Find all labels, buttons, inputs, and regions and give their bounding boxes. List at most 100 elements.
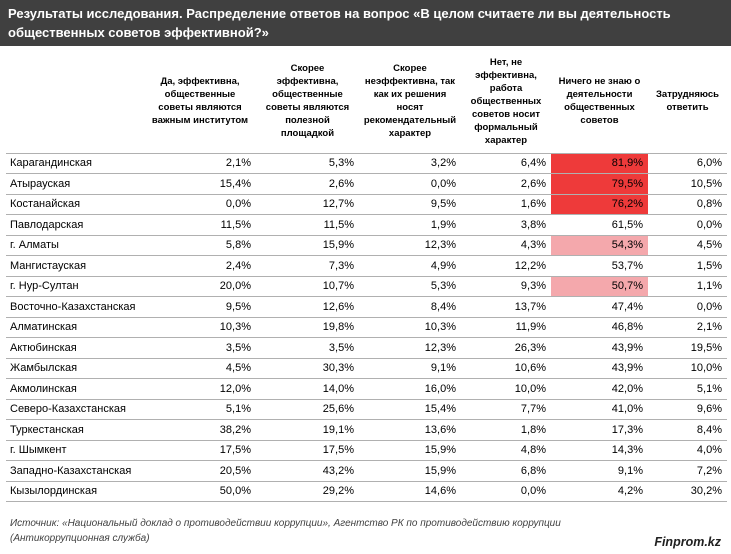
- value-cell: 5,3%: [256, 153, 359, 174]
- value-cell: 30,3%: [256, 358, 359, 379]
- value-cell: 46,8%: [551, 317, 648, 338]
- value-cell: 7,2%: [648, 460, 727, 482]
- value-cell: 13,7%: [461, 296, 551, 318]
- value-cell: 12,2%: [461, 255, 551, 277]
- region-name: Кызылординская: [6, 481, 144, 502]
- value-cell: 12,3%: [359, 337, 461, 359]
- value-cell: 5,8%: [144, 235, 256, 256]
- table-row: Алматинская 10,3% 19,8% 10,3% 11,9% 46,8% 2,1%: [6, 317, 727, 338]
- value-cell: 19,5%: [648, 337, 727, 359]
- value-cell: 12,6%: [256, 296, 359, 318]
- value-cell: 8,4%: [359, 296, 461, 318]
- table-row: Кызылординская 50,0% 29,2% 14,6% 0,0% 4,2% 30,…: [6, 481, 727, 502]
- value-cell: 30,2%: [648, 481, 727, 502]
- region-name: Северо-Казахстанская: [6, 399, 144, 420]
- value-cell: 9,1%: [551, 460, 648, 482]
- value-cell: 4,5%: [648, 235, 727, 256]
- region-name: Жамбылская: [6, 358, 144, 379]
- column-header: [6, 50, 144, 154]
- value-cell: 10,3%: [144, 317, 256, 338]
- value-cell: 25,6%: [256, 399, 359, 420]
- value-cell: 0,0%: [648, 296, 727, 318]
- brand-logo: Finprom.kz: [654, 535, 721, 549]
- table-body: Карагандинская 2,1% 5,3% 3,2% 6,4% 81,9% 6,0% А…: [6, 153, 727, 502]
- region-name: г. Нур-Султан: [6, 276, 144, 297]
- table-row: Атырауская 15,4% 2,6% 0,0% 2,6% 79,5% 10,5%: [6, 173, 727, 195]
- results-table: Да, эффективна, общественные советы явля…: [6, 50, 727, 502]
- value-cell: 2,4%: [144, 255, 256, 277]
- value-cell: 7,7%: [461, 399, 551, 420]
- table-row: г. Алматы 5,8% 15,9% 12,3% 4,3% 54,3% 4,5%: [6, 235, 727, 256]
- table-row: Костанайская 0,0% 12,7% 9,5% 1,6% 76,2% 0,8%: [6, 194, 727, 215]
- value-cell: 11,5%: [256, 214, 359, 236]
- value-cell: 38,2%: [144, 419, 256, 441]
- value-cell: 14,3%: [551, 440, 648, 461]
- table-row: Восточно-Казахстанская 9,5% 12,6% 8,4% 13,7%…: [6, 296, 727, 318]
- value-cell: 43,2%: [256, 460, 359, 482]
- value-cell: 43,9%: [551, 337, 648, 359]
- table-row: Акмолинская 12,0% 14,0% 16,0% 10,0% 42,0% 5,1%: [6, 378, 727, 400]
- value-cell: 76,2%: [551, 194, 648, 215]
- value-cell: 2,6%: [461, 173, 551, 195]
- value-cell: 19,8%: [256, 317, 359, 338]
- value-cell: 10,5%: [648, 173, 727, 195]
- value-cell: 19,1%: [256, 419, 359, 441]
- region-name: Акмолинская: [6, 378, 144, 400]
- region-name: Мангистауская: [6, 255, 144, 277]
- region-name: Алматинская: [6, 317, 144, 338]
- value-cell: 1,1%: [648, 276, 727, 297]
- value-cell: 11,9%: [461, 317, 551, 338]
- region-name: Восточно-Казахстанская: [6, 296, 144, 318]
- value-cell: 9,6%: [648, 399, 727, 420]
- column-header: Затрудняюсь ответить: [648, 50, 727, 154]
- table-row: Мангистауская 2,4% 7,3% 4,9% 12,2% 53,7% 1,5%: [6, 255, 727, 277]
- value-cell: 6,4%: [461, 153, 551, 174]
- value-cell: 54,3%: [551, 235, 648, 256]
- value-cell: 47,4%: [551, 296, 648, 318]
- value-cell: 17,5%: [144, 440, 256, 461]
- value-cell: 4,3%: [461, 235, 551, 256]
- table-header-row: Да, эффективна, общественные советы явля…: [6, 50, 727, 154]
- value-cell: 15,9%: [256, 235, 359, 256]
- value-cell: 81,9%: [551, 153, 648, 174]
- value-cell: 13,6%: [359, 419, 461, 441]
- value-cell: 6,0%: [648, 153, 727, 174]
- table-row: Павлодарская 11,5% 11,5% 1,9% 3,8% 61,5% 0,0%: [6, 214, 727, 236]
- region-name: Туркестанская: [6, 419, 144, 441]
- value-cell: 12,0%: [144, 378, 256, 400]
- value-cell: 5,1%: [648, 378, 727, 400]
- value-cell: 17,5%: [256, 440, 359, 461]
- table-row: Туркестанская 38,2% 19,1% 13,6% 1,8% 17,3% 8,4…: [6, 419, 727, 441]
- value-cell: 3,5%: [144, 337, 256, 359]
- value-cell: 0,0%: [461, 481, 551, 502]
- column-header: Скорее эффективна, общественные советы я…: [256, 50, 359, 154]
- region-name: Павлодарская: [6, 214, 144, 236]
- value-cell: 5,3%: [359, 276, 461, 297]
- value-cell: 16,0%: [359, 378, 461, 400]
- value-cell: 6,8%: [461, 460, 551, 482]
- value-cell: 10,6%: [461, 358, 551, 379]
- value-cell: 4,8%: [461, 440, 551, 461]
- value-cell: 9,3%: [461, 276, 551, 297]
- value-cell: 2,6%: [256, 173, 359, 195]
- value-cell: 61,5%: [551, 214, 648, 236]
- value-cell: 12,7%: [256, 194, 359, 215]
- table-row: г. Шымкент 17,5% 17,5% 15,9% 4,8% 14,3% 4,0%: [6, 440, 727, 461]
- value-cell: 20,5%: [144, 460, 256, 482]
- source-note: Источник: «Национальный доклад о противо…: [10, 518, 561, 544]
- region-name: Костанайская: [6, 194, 144, 215]
- column-header: Да, эффективна, общественные советы явля…: [144, 50, 256, 154]
- value-cell: 14,0%: [256, 378, 359, 400]
- value-cell: 0,0%: [144, 194, 256, 215]
- value-cell: 15,4%: [359, 399, 461, 420]
- value-cell: 4,9%: [359, 255, 461, 277]
- value-cell: 12,3%: [359, 235, 461, 256]
- value-cell: 17,3%: [551, 419, 648, 441]
- value-cell: 15,9%: [359, 460, 461, 482]
- value-cell: 4,0%: [648, 440, 727, 461]
- value-cell: 7,3%: [256, 255, 359, 277]
- value-cell: 79,5%: [551, 173, 648, 195]
- value-cell: 15,9%: [359, 440, 461, 461]
- value-cell: 53,7%: [551, 255, 648, 277]
- value-cell: 10,0%: [461, 378, 551, 400]
